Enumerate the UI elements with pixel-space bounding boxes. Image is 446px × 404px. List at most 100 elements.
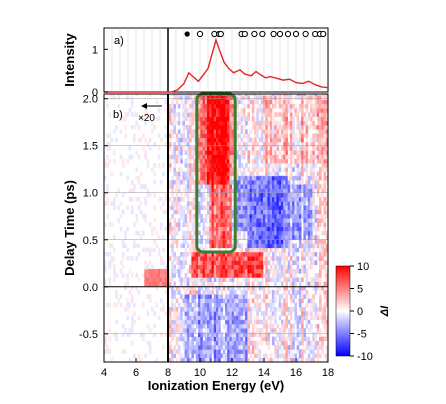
heatmap-cell [254,323,257,329]
heatmap-cell [200,302,203,308]
heatmap-cell [216,319,219,325]
heatmap-cell [296,94,300,96]
heatmap-cell [164,290,168,295]
heatmap-cell [204,163,208,168]
heatmap-cell [213,307,217,312]
heatmap-cell [238,226,241,232]
heatmap-cell [218,175,221,181]
heatmap-cell [104,252,107,257]
heatmap-cell [265,222,268,227]
heatmap-cell [236,315,239,321]
heatmap-cell [242,209,246,215]
heatmap-cell [301,201,304,206]
heatmap-cell [305,197,309,202]
heatmap-cell [260,112,264,117]
heatmap-cell [254,99,257,105]
heatmap-cell [283,94,286,96]
heatmap-cell [276,340,280,346]
heatmap-cell [312,213,315,219]
heatmap-cell [242,260,246,265]
heatmap-cell [272,188,275,194]
heatmap-cell [258,252,262,257]
heatmap-cell [191,205,194,210]
heatmap-cell [325,163,328,168]
heatmap-cell [209,108,212,113]
heatmap-cell [303,94,306,96]
heatmap-cell [216,256,219,261]
heatmap-cell [135,167,138,172]
heatmap-cell [245,307,248,312]
heatmap-cell [292,277,295,282]
heatmap-cell [289,273,293,278]
heatmap-cell [233,311,237,316]
heatmap-cell [171,349,174,354]
heatmap-cell [289,99,293,105]
heatmap-cell [171,239,174,244]
heatmap-cell [148,260,152,265]
heatmap-cell [209,290,212,295]
heatmap-cell [319,171,322,177]
heatmap-cell [146,163,150,168]
heatmap-cell [310,252,313,257]
heatmap-cell [184,302,188,308]
heatmap-cell [189,120,192,126]
heatmap-cell [160,268,163,274]
heatmap-cell [209,103,212,109]
heatmap-cell [263,353,266,359]
heatmap-cell [325,319,328,325]
heatmap-cell [294,112,297,117]
heatmap-cell [182,180,185,185]
heatmap-cell [104,201,107,206]
heatmap-cell [225,142,228,147]
heatmap-cell [298,154,302,160]
heatmap-cell [251,201,255,206]
heatmap-cell [238,120,241,126]
heatmap-cell [222,197,226,202]
heatmap-cell [191,116,194,122]
heatmap-cell [263,226,266,232]
heatmap-cell [281,218,284,223]
heatmap-cell [316,323,320,329]
heatmap-cell [323,323,327,329]
heatmap-cell [121,273,125,278]
heatmap-cell [296,205,300,210]
heatmap-cell [238,222,241,227]
heatmap-cell [260,192,264,198]
heatmap-cell [198,328,201,333]
heatmap-cell [121,264,125,270]
heatmap-cell [238,311,241,316]
heatmap-cell [198,158,201,164]
heatmap-cell [314,180,318,185]
heatmap-cell [323,150,327,155]
heatmap-cell [310,103,313,109]
heatmap-cell [198,120,201,126]
heatmap-cell [319,247,322,253]
heatmap-cell [323,184,327,189]
heatmap-cell [227,319,230,325]
heatmap-cell [209,142,212,147]
heatmap-cell [229,112,232,117]
heatmap-cell [198,357,201,362]
heatmap-cell [236,94,239,96]
heatmap-cell [225,353,228,359]
heatmap-cell [260,180,264,185]
heatmap-cell [229,213,232,219]
heatmap-cell [247,349,250,354]
heatmap-cell [220,243,224,249]
heatmap-cell [135,230,138,236]
heatmap-cell [180,353,183,359]
heatmap-cell [148,252,152,257]
heatmap-cell [307,353,311,359]
heatmap-cell [108,260,112,265]
heatmap-cell [169,230,172,236]
heatmap-cell [191,94,194,96]
heatmap-cell [238,163,241,168]
heatmap-cell [283,277,286,282]
heatmap-cell [292,103,295,109]
heatmap-cell [209,268,212,274]
heatmap-cell [251,230,255,236]
heatmap-cell [200,150,203,155]
heatmap-cells [104,94,328,362]
heatmap-cell [231,290,235,295]
heatmap-cell [209,218,212,223]
